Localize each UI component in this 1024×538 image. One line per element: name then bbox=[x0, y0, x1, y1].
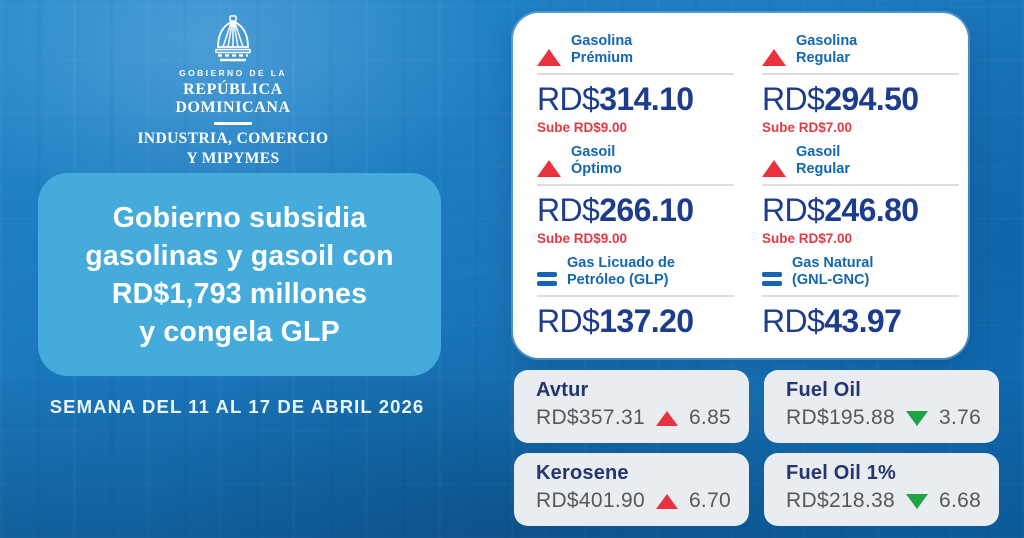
mini-card-avtur: Avtur RD$357.31 6.85 bbox=[514, 370, 750, 443]
price-change-value: 3.76 bbox=[938, 406, 982, 429]
headline-line-1: Gobierno subsidia bbox=[112, 201, 367, 234]
up-triangle-icon bbox=[537, 49, 561, 67]
headline-card: Gobierno subsidia gasolinas y gasoil con… bbox=[38, 173, 441, 376]
logo-divider bbox=[214, 122, 252, 125]
divider bbox=[537, 184, 734, 187]
headline-line-4: y congela GLP bbox=[139, 315, 340, 348]
fuel-price: RD$137.20 bbox=[537, 302, 694, 339]
government-logo: GOBIERNO DE LA REPÚBLICA DOMINICANA INDU… bbox=[126, 14, 340, 166]
fuel-name: Gasoil Óptimo bbox=[571, 143, 622, 177]
price-item-gasolina-premium: Gasolina Prémium RD$314.10 Sube RD$9.00 bbox=[537, 33, 740, 136]
down-triangle-icon bbox=[905, 410, 928, 426]
fuel-price: RD$246.80 bbox=[762, 192, 919, 229]
fuel-name: Gasolina Regular bbox=[796, 33, 858, 67]
up-triangle-icon bbox=[762, 49, 786, 67]
logo-y-mipymes: Y MIPYMES bbox=[186, 149, 280, 167]
national-palace-dome-icon bbox=[215, 15, 251, 62]
headline-title: Gobierno subsidia gasolinas y gasoil con… bbox=[85, 199, 394, 351]
divider bbox=[537, 294, 734, 297]
price-grid: Gasolina Prémium RD$314.10 Sube RD$9.00 … bbox=[537, 33, 959, 342]
up-triangle-icon bbox=[762, 160, 786, 178]
mini-card-fuel-oil: Fuel Oil RD$195.88 3.76 bbox=[764, 370, 1000, 443]
divider bbox=[762, 294, 959, 297]
equals-frozen-icon bbox=[762, 271, 782, 286]
mini-card-kerosene: Kerosene RD$401.90 6.70 bbox=[514, 453, 750, 526]
up-triangle-icon bbox=[655, 410, 678, 426]
price-item-gas-natural: Gas Natural (GNL-GNC) RD$43.97 bbox=[762, 255, 965, 342]
fuel-price: RD$218.38 bbox=[786, 489, 895, 512]
price-change-value: 6.68 bbox=[938, 489, 982, 512]
fuel-name: Gasoil Regular bbox=[796, 143, 850, 177]
fuel-name: Avtur bbox=[536, 379, 589, 401]
logo-industria-comercio: INDUSTRIA, COMERCIO bbox=[137, 130, 329, 147]
fuel-price: RD$266.10 bbox=[537, 192, 694, 229]
fuel-price: RD$401.90 bbox=[536, 489, 645, 512]
price-change-label: Sube RD$7.00 bbox=[762, 230, 853, 246]
headline-line-3: RD$1,793 millones bbox=[111, 277, 368, 310]
price-change-value: 6.70 bbox=[688, 489, 732, 512]
fuel-name: Fuel Oil 1% bbox=[786, 462, 897, 484]
fuel-price: RD$294.50 bbox=[762, 81, 919, 118]
price-change-label: Sube RD$9.00 bbox=[537, 230, 628, 246]
fuel-name: Kerosene bbox=[536, 462, 629, 484]
equals-frozen-icon bbox=[537, 271, 557, 286]
fuel-price: RD$314.10 bbox=[537, 81, 694, 118]
main-price-card: Gasolina Prémium RD$314.10 Sube RD$9.00 … bbox=[513, 13, 968, 358]
down-triangle-icon bbox=[905, 493, 928, 509]
price-item-glp: Gas Licuado de Petróleo (GLP) RD$137.20 bbox=[537, 255, 740, 342]
week-range-label: SEMANA DEL 11 AL 17 DE ABRIL 2026 bbox=[49, 396, 425, 417]
price-item-gasoil-optimo: Gasoil Óptimo RD$266.10 Sube RD$9.00 bbox=[537, 144, 740, 247]
fuel-price: RD$43.97 bbox=[762, 302, 902, 339]
fuel-price: RD$357.31 bbox=[536, 406, 645, 429]
price-change-label: Sube RD$9.00 bbox=[537, 119, 628, 135]
fuel-name: Gasolina Prémium bbox=[571, 33, 634, 67]
headline-line-2: gasolinas y gasoil con bbox=[85, 239, 394, 272]
price-item-gasolina-regular: Gasolina Regular RD$294.50 Sube RD$7.00 bbox=[762, 33, 965, 136]
divider bbox=[537, 73, 734, 76]
fuel-price: RD$195.88 bbox=[786, 406, 895, 429]
logo-republica-dominicana: REPÚBLICA DOMINICANA bbox=[175, 81, 291, 116]
fuel-name: Gas Licuado de Petróleo (GLP) bbox=[567, 254, 675, 288]
price-change-label: Sube RD$7.00 bbox=[762, 119, 853, 135]
up-triangle-icon bbox=[655, 493, 678, 509]
up-triangle-icon bbox=[537, 160, 561, 178]
fuel-name: Fuel Oil bbox=[786, 379, 861, 401]
divider bbox=[762, 184, 959, 187]
fuel-name: Gas Natural (GNL-GNC) bbox=[792, 254, 874, 288]
mini-card-fuel-oil-1pct: Fuel Oil 1% RD$218.38 6.68 bbox=[764, 453, 1000, 526]
logo-gobierno-de-la: GOBIERNO DE LA bbox=[179, 68, 287, 78]
price-change-value: 6.85 bbox=[688, 406, 732, 429]
price-item-gasoil-regular: Gasoil Regular RD$246.80 Sube RD$7.00 bbox=[762, 144, 965, 247]
secondary-price-grid: Avtur RD$357.31 6.85 Fuel Oil RD$195.88 … bbox=[514, 370, 1000, 526]
divider bbox=[762, 73, 959, 76]
